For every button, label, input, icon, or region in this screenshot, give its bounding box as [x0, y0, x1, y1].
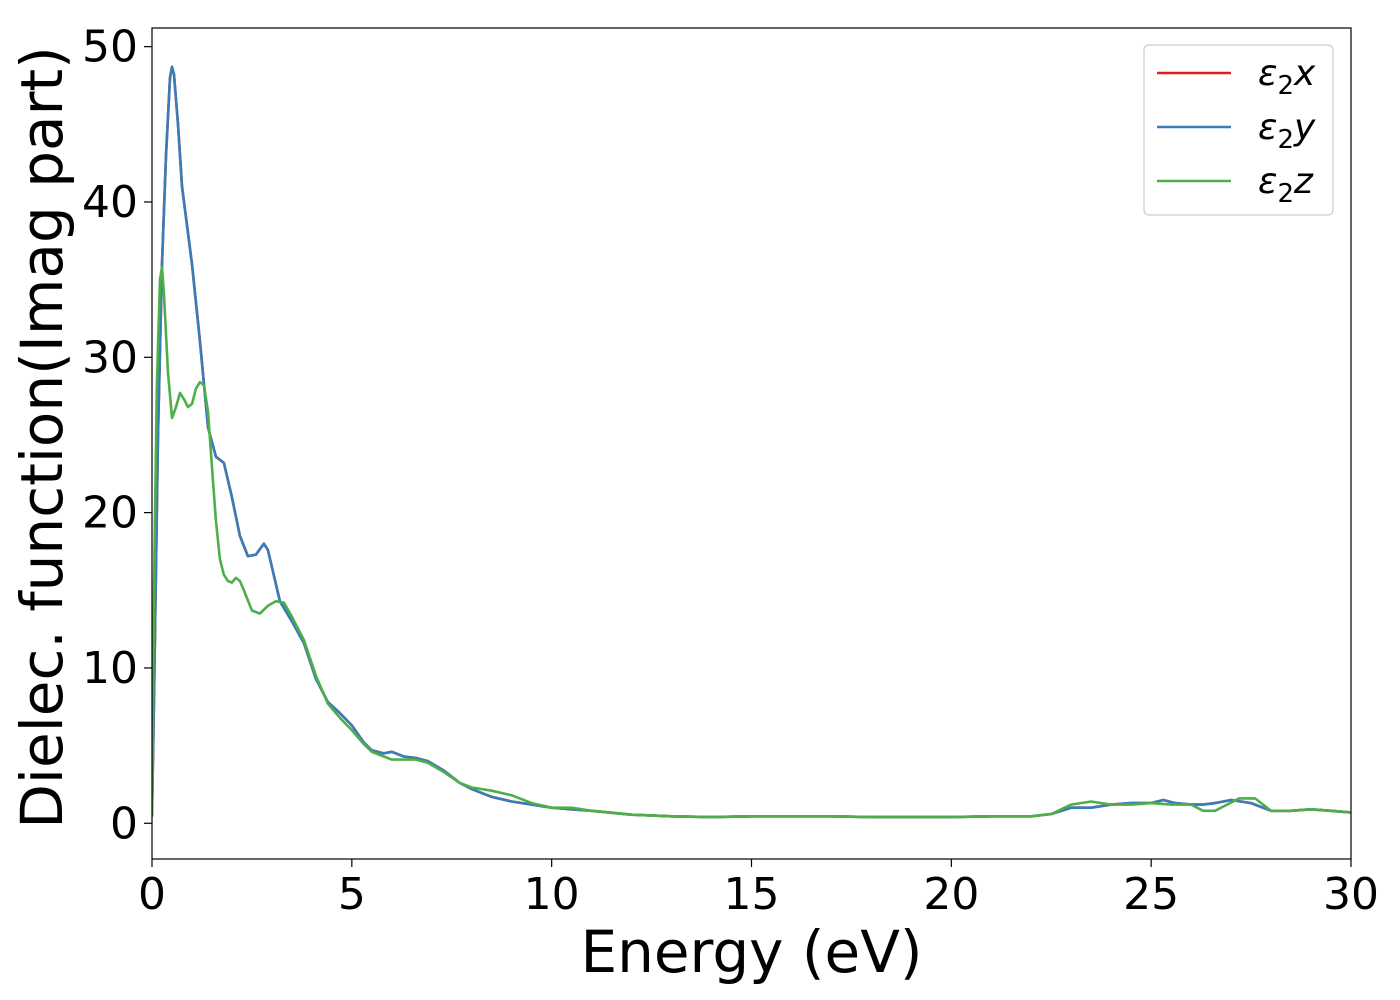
- legend-label-y: ε2y: [1258, 107, 1316, 155]
- y-tick-label: 40: [82, 177, 138, 228]
- x-tick-label: 10: [524, 869, 580, 920]
- legend: ε2x ε2y ε2z: [1143, 44, 1334, 216]
- x-tick-label: 15: [724, 869, 780, 920]
- y-tick-label: 0: [110, 798, 138, 849]
- y-axis-title: Dielec. function(Imag part): [8, 46, 76, 829]
- legend-box: [1143, 44, 1334, 216]
- y-axis: 0 10 20 30 40 50: [82, 22, 152, 849]
- x-tick-label: 25: [1123, 869, 1179, 920]
- x-tick-label: 30: [1323, 869, 1379, 920]
- x-tick-label: 5: [338, 869, 366, 920]
- y-tick-label: 20: [82, 488, 138, 539]
- legend-label-z: ε2z: [1258, 161, 1314, 209]
- y-tick-label: 10: [82, 643, 138, 694]
- x-tick-label: 0: [138, 869, 166, 920]
- x-axis: 0 5 10 15 20 25 30: [138, 859, 1379, 920]
- y-tick-label: 50: [82, 22, 138, 73]
- series-layer: [152, 65, 1351, 819]
- x-axis-title: Energy (eV): [580, 918, 922, 986]
- y-tick-label: 30: [82, 332, 138, 383]
- series-line-z: [152, 265, 1351, 819]
- x-tick-label: 20: [923, 869, 979, 920]
- legend-label-x: ε2x: [1258, 53, 1316, 101]
